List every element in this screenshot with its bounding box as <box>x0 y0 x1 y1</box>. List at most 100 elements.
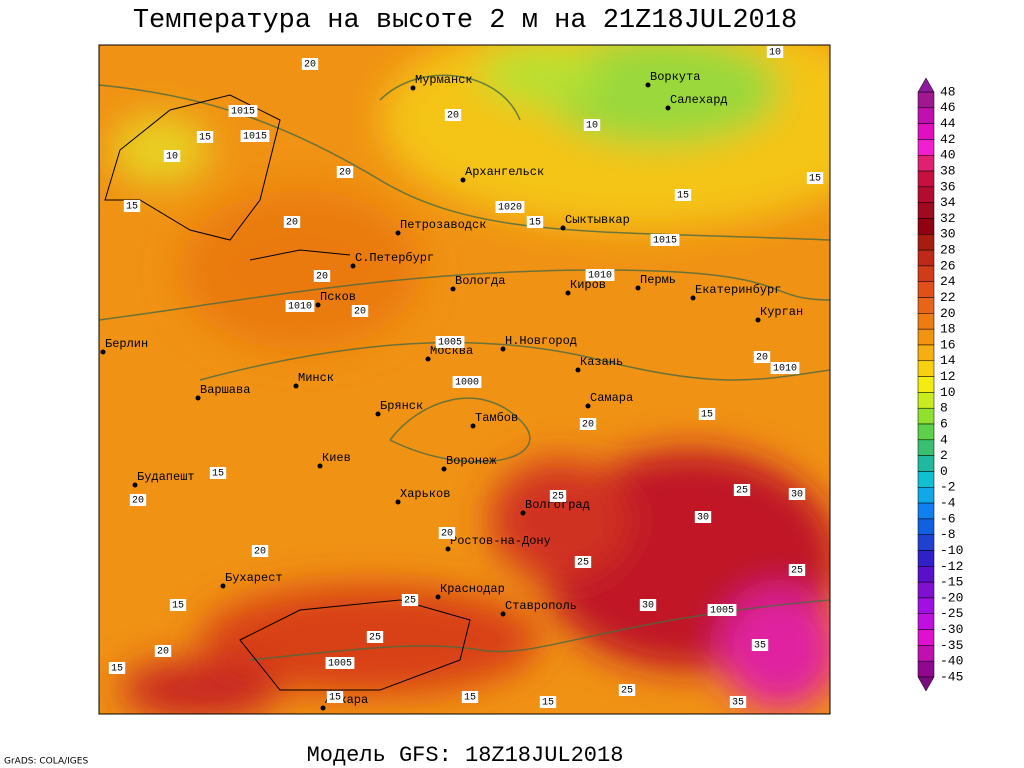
colorbar-label: -30 <box>940 622 963 637</box>
colorbar-label: 14 <box>940 353 956 368</box>
temperature-label: 10 <box>586 121 598 132</box>
city-label: Н.Новгород <box>505 334 577 348</box>
colorbar-label: 34 <box>940 195 956 210</box>
temperature-label-box <box>579 418 597 430</box>
city-dot <box>645 82 651 88</box>
colorbar-label: 4 <box>940 432 948 447</box>
temperature-label-box <box>729 696 747 708</box>
temperature-label: 15 <box>542 698 554 709</box>
colorbar-box <box>917 328 935 346</box>
colorbar-label: -35 <box>940 638 963 653</box>
temperature-label-box <box>301 58 319 70</box>
colorbar-box <box>917 660 935 678</box>
temperature-label: 20 <box>756 353 768 364</box>
temperature-label-box <box>733 484 751 496</box>
isobar-label-box <box>240 130 270 142</box>
isobar-label-box <box>707 604 737 616</box>
colorbar-box <box>917 613 935 630</box>
temperature-label: 15 <box>809 174 821 185</box>
colorbar-label: 6 <box>940 416 948 431</box>
city-dot <box>500 346 506 352</box>
colorbar-label: 28 <box>940 243 956 258</box>
isobar-label-box <box>325 657 355 669</box>
city-dot <box>445 546 451 552</box>
city-label: Самара <box>590 391 633 405</box>
temperature-label-box <box>251 545 269 557</box>
city-label: Ставрополь <box>505 599 577 613</box>
temperature-label-box <box>574 556 592 568</box>
temperature-label: 20 <box>316 272 328 283</box>
city-dot <box>690 295 696 301</box>
temperature-label-box <box>313 270 331 282</box>
temperature-label: 20 <box>132 496 144 507</box>
colorbar-box <box>917 471 935 488</box>
temperature-label-box <box>806 172 824 184</box>
credit: GrADS: COLA/IGES <box>4 757 88 767</box>
colorbar-label: 20 <box>940 306 956 321</box>
city-dot <box>315 302 321 308</box>
temperature-label-box <box>526 216 544 228</box>
colorbar-box <box>917 534 935 551</box>
colorbar-label: 38 <box>940 163 956 178</box>
temperature-label-box <box>461 691 479 703</box>
city-label: Петрозаводск <box>400 218 486 232</box>
colorbar-box <box>917 455 935 472</box>
temperature-label: 30 <box>697 513 709 524</box>
colorbar-label: 0 <box>940 464 948 479</box>
isobar-label-box <box>650 234 680 246</box>
temperature-label-box <box>209 467 227 479</box>
temperature-label-box <box>351 305 369 317</box>
colorbar-box <box>917 645 935 662</box>
colorbar-label: -25 <box>940 606 963 621</box>
temperature-label: 15 <box>529 218 541 229</box>
colorbar-box <box>917 376 935 393</box>
temperature-label: 30 <box>642 601 654 612</box>
temperature-label-box <box>444 109 462 121</box>
temperature-label: 25 <box>404 596 416 607</box>
colorbar-label: -12 <box>940 559 963 574</box>
city-dot <box>565 290 571 296</box>
colorbar-label: -20 <box>940 590 963 605</box>
colorbar-label: 26 <box>940 258 956 273</box>
city-label: Псков <box>320 290 356 304</box>
city-label: Ростов-на-Дону <box>450 534 551 548</box>
colorbar-label: -15 <box>940 575 963 590</box>
colorbar-label: 48 <box>940 84 956 99</box>
temperature-label: 10 <box>769 48 781 59</box>
temperature-label: 35 <box>732 698 744 709</box>
temperature-label-box <box>108 662 126 674</box>
city-dot <box>132 482 138 488</box>
city-dot <box>375 411 381 417</box>
isobar-label: 1015 <box>243 132 267 143</box>
city-label: Воронеж <box>446 454 497 468</box>
colorbar-box <box>917 407 935 425</box>
city-label: Бухарест <box>225 571 283 585</box>
temperature-label: 20 <box>582 420 594 431</box>
city-label: Будапешт <box>137 470 195 484</box>
city-dot <box>585 403 591 409</box>
isobar-label: 1020 <box>498 203 522 214</box>
isobar-label: 1005 <box>328 659 352 670</box>
city-dot <box>293 383 299 389</box>
city-label: Архангельск <box>465 165 544 179</box>
city-label: С.Петербург <box>355 251 434 265</box>
temperature-label-box <box>753 351 771 363</box>
city-dot <box>460 177 466 183</box>
city-dot <box>195 395 201 401</box>
city-dot <box>317 463 323 469</box>
temperature-label-box <box>674 189 692 201</box>
temperature-label-box <box>401 594 419 606</box>
temperature-label: 25 <box>577 558 589 569</box>
temperature-label-box <box>539 696 557 708</box>
city-label: Варшава <box>200 383 250 397</box>
isobar-label-box <box>495 201 525 213</box>
colorbar-label: -4 <box>940 496 956 511</box>
isobar-label-box <box>228 105 258 117</box>
colorbar-box <box>917 170 935 188</box>
colorbar-box <box>917 281 935 298</box>
city-label: Курган <box>760 305 803 319</box>
colorbar-label: 8 <box>940 401 948 416</box>
colorbar-box <box>917 518 935 535</box>
isobar-label-box <box>770 362 800 374</box>
colorbar-arrow <box>917 77 935 93</box>
